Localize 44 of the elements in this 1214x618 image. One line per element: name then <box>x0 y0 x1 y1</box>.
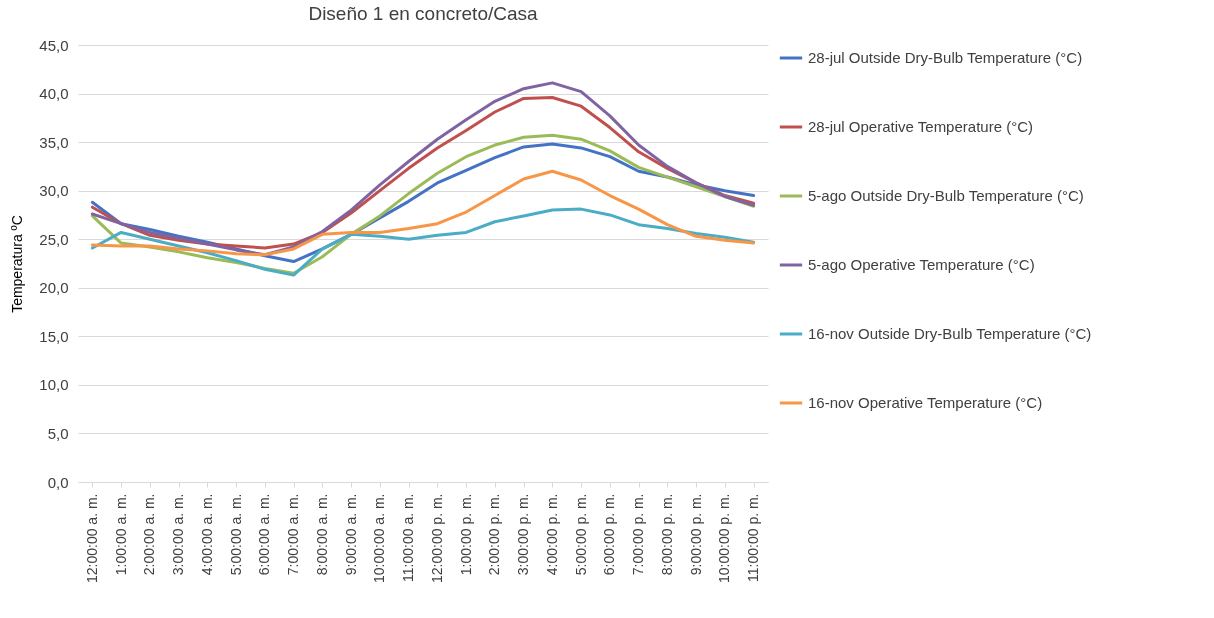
x-tick-label: 2:00:00 a. m. <box>141 493 158 576</box>
y-tick-label: 5,0 <box>47 424 69 442</box>
y-tick-label: 15,0 <box>39 327 69 345</box>
x-tick-label: 11:00:00 a. m. <box>400 493 417 582</box>
y-tick-label: 30,0 <box>39 182 69 200</box>
x-tick-label: 6:00:00 a. m. <box>256 493 273 576</box>
x-tick-label: 9:00:00 p. m. <box>687 493 704 576</box>
y-tick-label: 40,0 <box>39 85 69 103</box>
x-tick-label: 1:00:00 a. m. <box>112 493 129 576</box>
x-tick-label: 12:00:00 a. m. <box>83 493 100 584</box>
x-tick-label: 11:00:00 p. m. <box>745 493 762 582</box>
x-tick-label: 8:00:00 a. m. <box>313 493 330 576</box>
y-tick-label: 25,0 <box>39 230 69 248</box>
y-tick-label: 20,0 <box>39 279 69 297</box>
x-tick-label: 6:00:00 p. m. <box>601 493 618 576</box>
x-tick-label: 3:00:00 p. m. <box>515 493 532 576</box>
x-tick-label: 10:00:00 a. m. <box>371 493 388 584</box>
line-series <box>90 169 756 257</box>
x-tick-label: 5:00:00 p. m. <box>572 493 589 576</box>
y-tick-label: 0,0 <box>47 473 69 491</box>
x-tick-label: 4:00:00 a. m. <box>198 493 215 576</box>
x-tick-label: 4:00:00 p. m. <box>543 493 560 576</box>
chart-title: Diseño 1 en concreto/Casa <box>308 3 539 24</box>
x-tick-label: 3:00:00 a. m. <box>170 493 187 576</box>
x-tick-label: 12:00:00 p. m. <box>428 493 445 584</box>
legend-label: 28-jul Operative Temperature (°C) <box>808 118 1033 135</box>
y-tick-label: 45,0 <box>39 36 69 54</box>
legend-label: 28-jul Outside Dry-Bulb Temperature (°C) <box>808 49 1083 66</box>
x-tick-label: 8:00:00 p. m. <box>658 493 675 576</box>
line-series <box>90 207 756 277</box>
x-tick-label: 7:00:00 a. m. <box>285 493 302 576</box>
x-tick-label: 2:00:00 p. m. <box>486 493 503 576</box>
x-tick-label: 10:00:00 p. m. <box>716 493 733 584</box>
x-tick-label: 1:00:00 p. m. <box>457 493 474 576</box>
legend-label: 16-nov Outside Dry-Bulb Temperature (°C) <box>808 325 1092 342</box>
y-tick-label: 35,0 <box>39 133 69 151</box>
legend-label: 5-ago Operative Temperature (°C) <box>808 256 1035 273</box>
x-tick-label: 7:00:00 p. m. <box>630 493 647 576</box>
x-tick-label: 9:00:00 a. m. <box>342 493 359 576</box>
legend-label: 5-ago Outside Dry-Bulb Temperature (°C) <box>808 187 1084 204</box>
y-tick-label: 10,0 <box>39 376 69 394</box>
x-tick-label: 5:00:00 a. m. <box>227 493 244 576</box>
legend-label: 16-nov Operative Temperature (°C) <box>808 394 1043 411</box>
y-axis-title: Temperatura ºC <box>9 215 26 313</box>
